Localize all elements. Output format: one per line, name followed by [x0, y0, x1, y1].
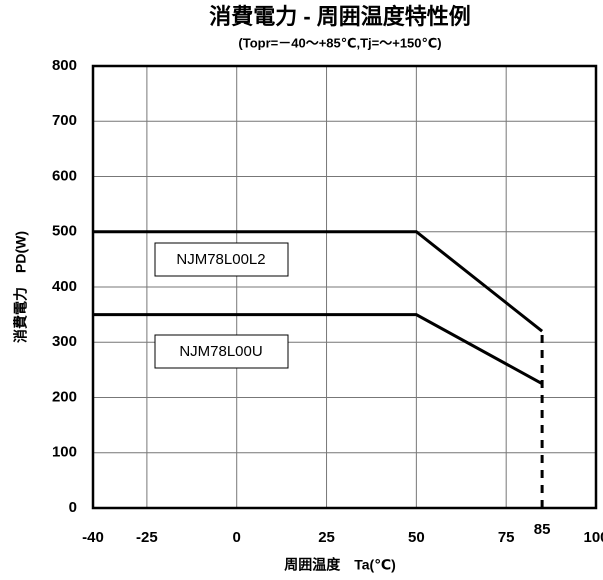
x-tick-label: -40 — [82, 529, 104, 546]
y-tick-label: 800 — [52, 57, 77, 74]
series-line — [93, 313, 543, 386]
x-tick-label: -25 — [136, 529, 158, 546]
y-tick-label: 600 — [52, 167, 77, 184]
series-line — [93, 230, 544, 333]
y-tick-label: 500 — [52, 223, 77, 240]
x-tick-label: 100 — [583, 529, 603, 546]
y-tick-label: 100 — [52, 444, 77, 461]
y-tick-label: 700 — [52, 112, 77, 129]
plot-border — [91, 64, 598, 510]
y-tick-label: 200 — [52, 388, 77, 405]
y-tick-label: 0 — [69, 499, 77, 516]
legend-label: NJM78L00L2 — [176, 251, 265, 268]
x-tick-label: 0 — [233, 529, 241, 546]
y-axis-label: 消費電力 PD(W) — [13, 231, 29, 343]
reference-label: 85 — [534, 521, 551, 538]
y-tick-label: 300 — [52, 333, 77, 350]
x-axis-label: 周囲温度 Ta(℃) — [284, 557, 396, 573]
x-tick-label: 75 — [498, 529, 515, 546]
y-tick-label: 400 — [52, 278, 77, 295]
chart-subtitle: (Topr=－40～+85℃,Tj=～+150℃) — [238, 35, 441, 50]
legend-box — [154, 334, 289, 369]
legend-label: NJM78L00U — [179, 343, 262, 360]
chart-title: 消費電力 - 周囲温度特性例 — [209, 4, 471, 29]
legend-box — [154, 242, 289, 277]
x-tick-label: 50 — [408, 529, 425, 546]
x-tick-label: 25 — [318, 529, 335, 546]
